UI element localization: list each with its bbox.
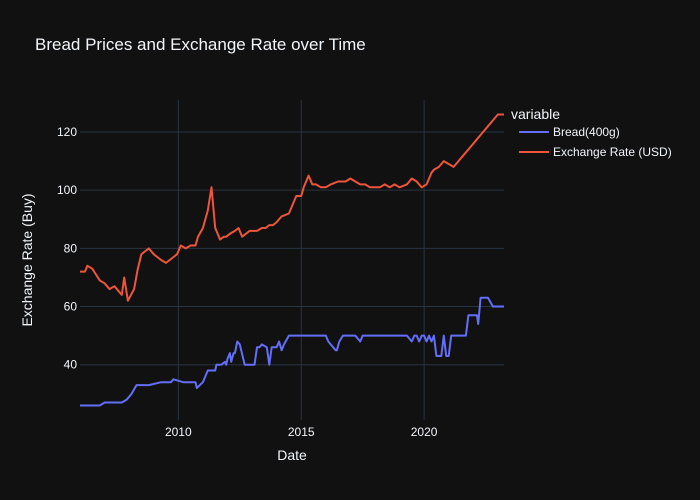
y-tick-label: 40 <box>64 358 78 372</box>
grid-lines <box>80 100 504 420</box>
series-lines <box>80 113 504 407</box>
x-axis-label: Date <box>277 447 307 463</box>
chart-title: Bread Prices and Exchange Rate over Time <box>35 35 366 54</box>
x-tick-label: 2010 <box>165 425 192 439</box>
tick-labels: 2010 2015 2020 40 60 80 100 120 <box>57 125 438 439</box>
legend-title: variable <box>511 106 560 122</box>
y-tick-label: 120 <box>57 125 77 139</box>
x-tick-label: 2020 <box>411 425 438 439</box>
bread-price-line <box>80 296 504 407</box>
y-axis-label: Exchange Rate (Buy) <box>19 193 35 326</box>
y-tick-label: 100 <box>57 183 77 197</box>
y-tick-label: 60 <box>64 300 78 314</box>
legend-label-bread: Bread(400g) <box>553 125 620 139</box>
legend-label-exchange-rate: Exchange Rate (USD) <box>553 145 672 159</box>
legend-item-exchange-rate[interactable]: Exchange Rate (USD) <box>519 145 672 159</box>
exchange-rate-line <box>80 113 504 302</box>
legend-item-bread[interactable]: Bread(400g) <box>519 125 620 139</box>
x-tick-label: 2015 <box>288 425 315 439</box>
legend: variable Bread(400g) Exchange Rate (USD) <box>511 106 672 159</box>
y-tick-label: 80 <box>64 241 78 255</box>
